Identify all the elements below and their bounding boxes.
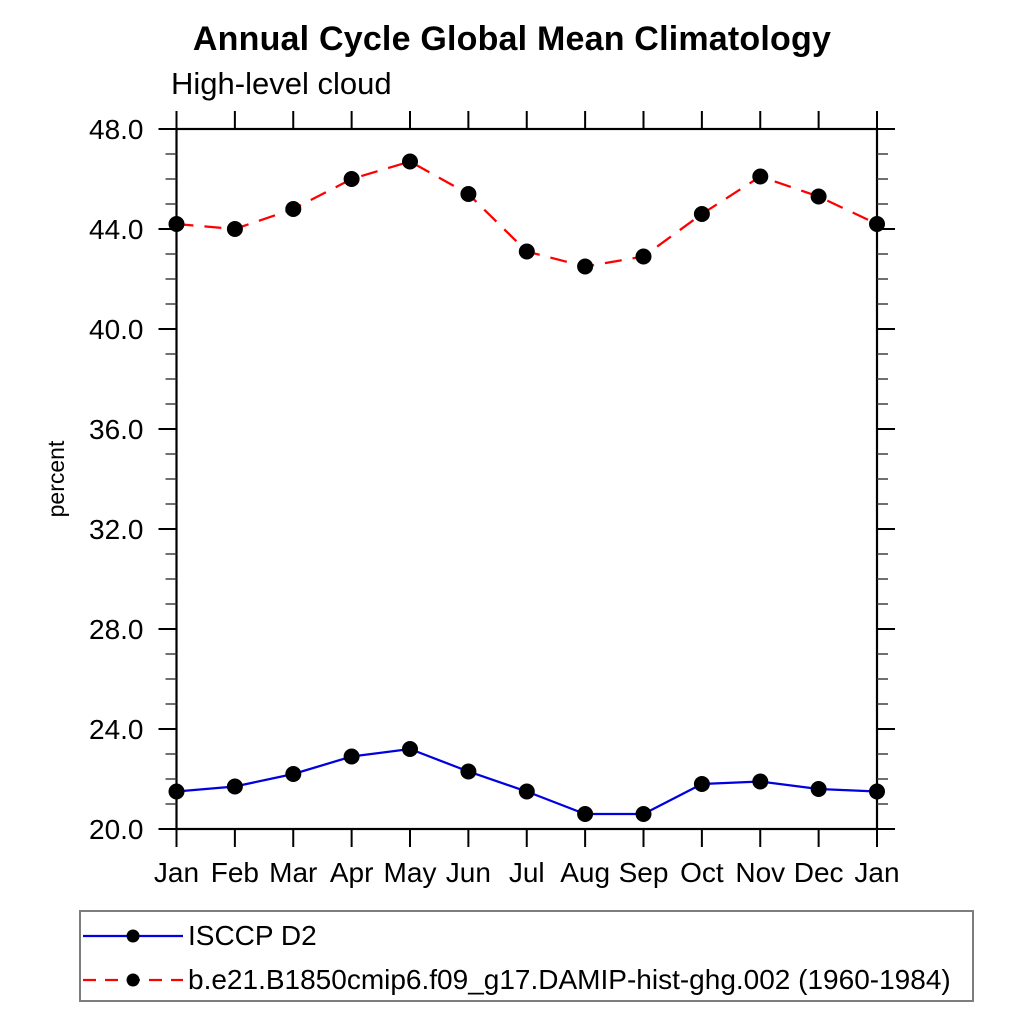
series-marker-b-e21-b1850cmip6-f09	[693, 206, 710, 222]
x-axis-tick-label: Jan	[154, 857, 199, 888]
series-marker-isccp-d2	[402, 741, 418, 757]
x-axis-tick-label: Aug	[560, 857, 610, 888]
series-marker-isccp-d2	[635, 806, 652, 822]
series-marker-isccp-d2	[752, 773, 769, 790]
chart-subtitle: High-level cloud	[171, 66, 392, 101]
x-axis-tick-label: Jan	[854, 857, 899, 888]
x-axis-tick-label: Apr	[330, 857, 374, 888]
series-marker-isccp-d2	[343, 748, 360, 765]
y-axis-tick-label: 28.0	[89, 614, 144, 645]
series-marker-b-e21-b1850cmip6-f09	[226, 221, 243, 237]
legend-entry-isccp-d2: ISCCP D2	[83, 918, 317, 954]
series-line-isccp-d2	[176, 747, 878, 816]
x-axis-tick-label: Mar	[269, 857, 317, 888]
series-marker-b-e21-b1850cmip6-f09	[752, 168, 769, 185]
legend-sample-isccp-d2	[83, 929, 183, 943]
y-axis-tick-label: 48.0	[89, 114, 144, 145]
legend-label-model-run: b.e21.B1850cmip6.f09_g17.DAMIP-hist-ghg.…	[188, 964, 951, 995]
series-marker-isccp-d2	[810, 781, 827, 797]
y-axis-tick-label: 44.0	[89, 214, 144, 245]
legend-label-isccp-d2: ISCCP D2	[188, 920, 317, 951]
x-axis-tick-label: Jul	[509, 857, 545, 888]
legend-entry-model-run: b.e21.B1850cmip6.f09_g17.DAMIP-hist-ghg.…	[83, 962, 951, 998]
series-marker-isccp-d2	[285, 766, 302, 782]
legend-sample-model-run	[83, 973, 183, 987]
x-axis-tick-label: Sep	[619, 857, 669, 888]
series-marker-isccp-d2	[168, 783, 185, 800]
x-axis-tick-label: Feb	[211, 857, 259, 888]
y-axis-tick-label: 40.0	[89, 314, 144, 345]
chart-title: Annual Cycle Global Mean Climatology	[192, 20, 832, 58]
series-marker-b-e21-b1850cmip6-f09	[577, 258, 594, 275]
plot-frame	[175, 127, 879, 831]
series-marker-b-e21-b1850cmip6-f09	[168, 216, 185, 232]
legend-box: ISCCP D2 b.e21.B1850cmip6.f09_g17.DAMIP-…	[79, 910, 974, 1002]
series-marker-isccp-d2	[460, 763, 477, 780]
legend-sample-marker	[126, 929, 140, 943]
series-marker-b-e21-b1850cmip6-f09	[635, 248, 652, 265]
x-axis-tick-label: Nov	[735, 857, 785, 888]
y-axis-tick-label: 36.0	[89, 414, 144, 445]
series-marker-b-e21-b1850cmip6-f09	[810, 188, 827, 205]
series-marker-b-e21-b1850cmip6-f09	[402, 153, 418, 170]
x-axis-tick-label: Dec	[794, 857, 844, 888]
series-marker-b-e21-b1850cmip6-f09	[518, 243, 535, 260]
x-axis-tick-label: Oct	[680, 857, 724, 888]
series-marker-b-e21-b1850cmip6-f09	[285, 201, 302, 217]
series-marker-b-e21-b1850cmip6-f09	[460, 186, 477, 202]
y-axis-tick-label: 20.0	[89, 814, 144, 845]
x-axis-tick-label: Jun	[446, 857, 491, 888]
series-marker-isccp-d2	[693, 776, 710, 792]
series-marker-isccp-d2	[577, 806, 594, 822]
series-marker-isccp-d2	[869, 783, 885, 800]
y-axis-tick-label: 32.0	[89, 514, 144, 545]
series-marker-b-e21-b1850cmip6-f09	[869, 216, 885, 232]
series-marker-isccp-d2	[518, 783, 535, 800]
y-axis-tick-label: 24.0	[89, 714, 144, 745]
x-axis-tick-label: May	[384, 857, 437, 888]
series-marker-b-e21-b1850cmip6-f09	[343, 171, 360, 187]
series-marker-isccp-d2	[226, 778, 243, 795]
legend-sample-marker	[126, 973, 140, 987]
